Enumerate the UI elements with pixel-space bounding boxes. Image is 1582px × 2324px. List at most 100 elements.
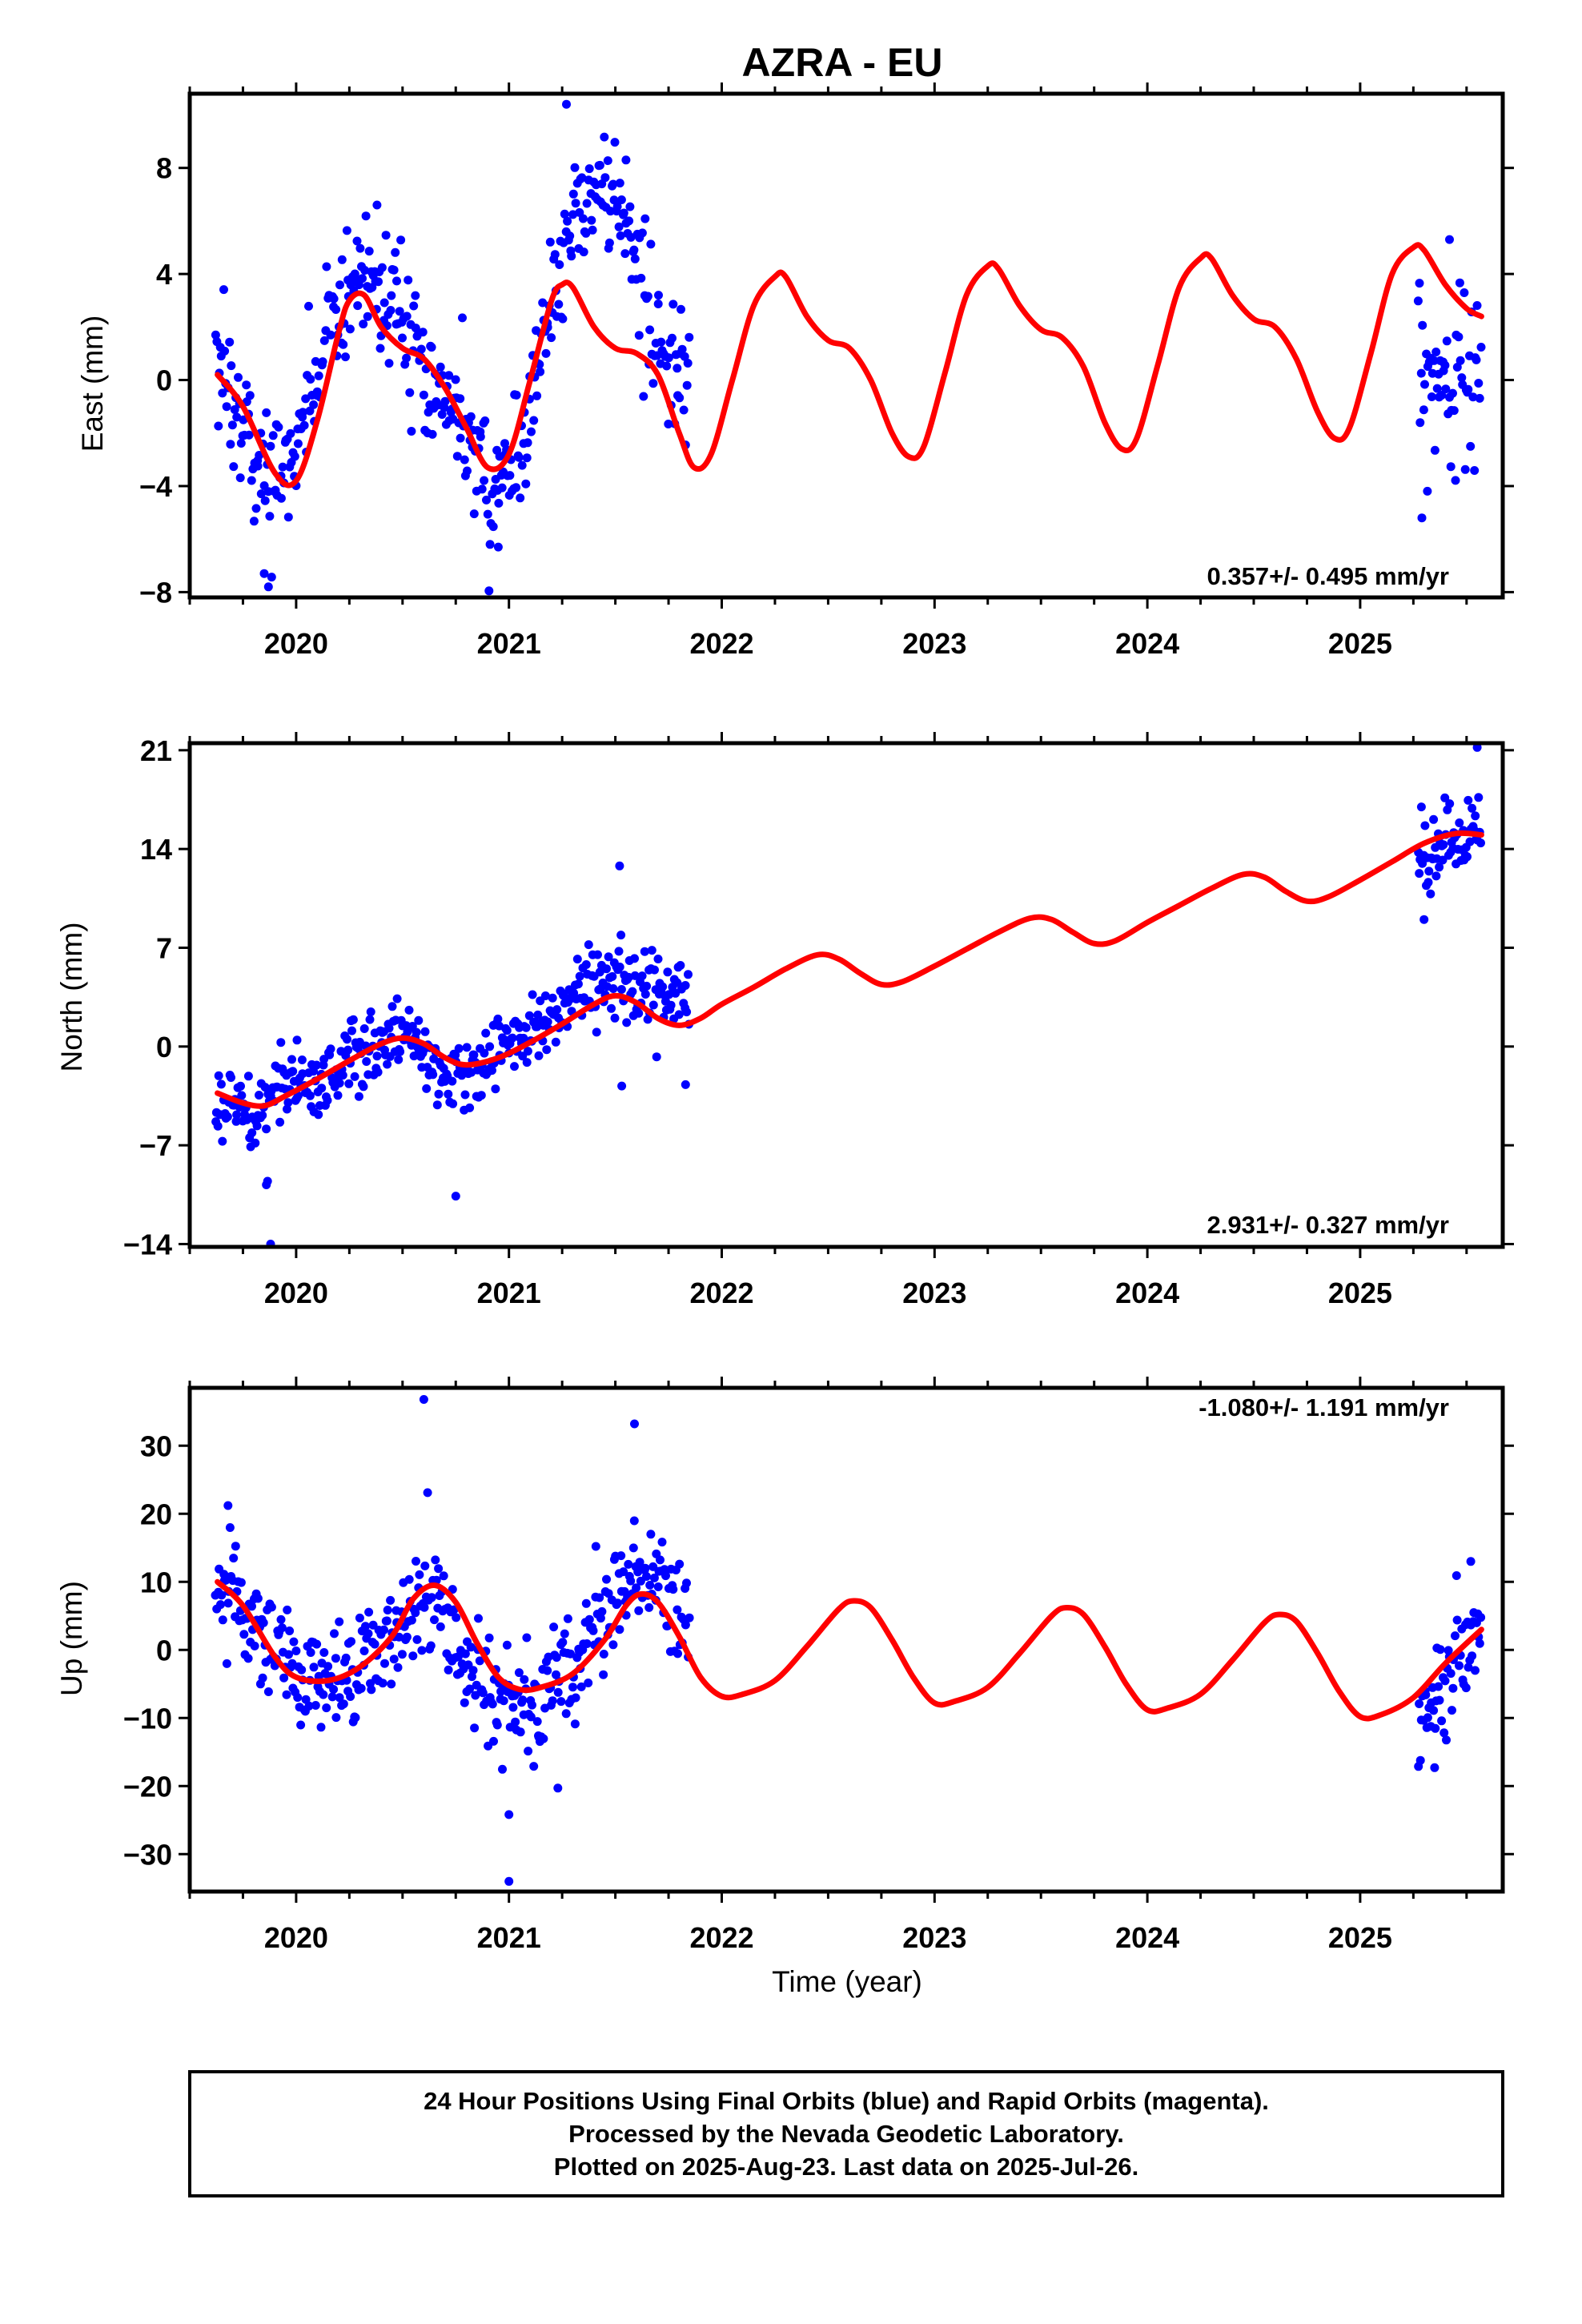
up-observation-point bbox=[312, 1639, 322, 1649]
east-observation-point bbox=[359, 320, 368, 329]
up-observation-point bbox=[426, 1641, 436, 1651]
footer-line-1: 24 Hour Positions Using Final Orbits (bl… bbox=[424, 2087, 1269, 2115]
east-observation-point bbox=[619, 208, 628, 218]
up-observation-point bbox=[619, 1567, 628, 1577]
up-observation-point bbox=[276, 1614, 286, 1624]
east-observation-point bbox=[318, 357, 327, 367]
east-xtick-label: 2020 bbox=[264, 627, 328, 660]
east-observation-point bbox=[363, 312, 372, 321]
up-observation-point bbox=[475, 1656, 484, 1666]
east-observation-point bbox=[668, 333, 677, 343]
north-observation-point bbox=[592, 1027, 601, 1037]
east-observation-point bbox=[567, 251, 576, 261]
up-observation-point bbox=[514, 1668, 524, 1678]
up-observation-point bbox=[646, 1530, 656, 1539]
up-observation-point bbox=[528, 1700, 536, 1710]
east-observation-point bbox=[262, 408, 271, 417]
east-observation-point bbox=[497, 483, 507, 493]
up-observation-point bbox=[284, 1650, 293, 1659]
east-observation-point bbox=[358, 274, 367, 283]
up-observation-point bbox=[289, 1637, 299, 1647]
east-observation-point bbox=[1427, 392, 1436, 401]
east-observation-point bbox=[1420, 380, 1429, 389]
north-observation-point bbox=[392, 994, 402, 1003]
north-observation-point bbox=[528, 990, 537, 999]
up-observation-point bbox=[460, 1698, 469, 1707]
east-observation-point bbox=[1475, 393, 1484, 403]
north-observation-point bbox=[343, 1045, 353, 1055]
north-observation-point bbox=[617, 1081, 627, 1091]
east-observation-point bbox=[245, 391, 255, 400]
north-observation-point bbox=[602, 964, 611, 974]
east-observation-point bbox=[558, 314, 568, 324]
east-observation-point bbox=[653, 300, 663, 308]
up-observation-point bbox=[524, 1747, 533, 1756]
up-observation-point bbox=[282, 1690, 291, 1699]
north-observation-point bbox=[650, 965, 659, 975]
up-observation-point bbox=[423, 1488, 432, 1498]
up-observation-point bbox=[279, 1673, 289, 1683]
east-observation-point bbox=[621, 155, 631, 165]
up-observation-point bbox=[1430, 1763, 1439, 1772]
north-observation-point bbox=[359, 1024, 369, 1033]
north-observation-point bbox=[214, 1071, 223, 1080]
north-observation-point bbox=[444, 1089, 453, 1099]
north-observation-point bbox=[666, 1000, 676, 1010]
north-observation-point bbox=[236, 1081, 245, 1091]
east-observation-point bbox=[538, 298, 548, 308]
east-observation-point bbox=[595, 160, 604, 170]
up-observation-point bbox=[356, 1683, 366, 1693]
north-observation-point bbox=[312, 1060, 321, 1070]
up-observation-point bbox=[478, 1688, 488, 1698]
east-observation-point bbox=[527, 427, 536, 436]
up-observation-point bbox=[484, 1633, 494, 1642]
north-observation-point bbox=[462, 1043, 472, 1052]
north-observation-point bbox=[676, 961, 685, 970]
east-observation-point bbox=[251, 504, 261, 513]
north-observation-point bbox=[283, 1104, 291, 1114]
up-observation-point bbox=[319, 1648, 329, 1657]
east-observation-point bbox=[603, 156, 612, 166]
north-observation-point bbox=[1463, 852, 1472, 862]
east-observation-point bbox=[612, 202, 622, 211]
up-observation-point bbox=[1446, 1669, 1456, 1679]
north-observation-point bbox=[373, 1068, 383, 1077]
east-observation-point bbox=[563, 216, 572, 226]
north-observation-point bbox=[647, 946, 656, 955]
east-observation-point bbox=[1448, 388, 1457, 398]
north-observation-point bbox=[542, 1045, 552, 1055]
north-rate-label: 2.931+/- 0.327 mm/yr bbox=[1207, 1211, 1449, 1239]
up-observation-point bbox=[335, 1617, 344, 1626]
up-plot-area bbox=[211, 1395, 1486, 1886]
up-observation-point bbox=[584, 1614, 594, 1624]
north-observation-point bbox=[508, 1033, 517, 1043]
east-observation-point bbox=[630, 254, 640, 263]
east-observation-point bbox=[568, 189, 578, 199]
up-observation-point bbox=[1423, 1713, 1432, 1723]
east-observation-point bbox=[427, 343, 436, 352]
north-observation-point bbox=[362, 1057, 371, 1066]
east-observation-point bbox=[682, 380, 692, 390]
north-observation-point bbox=[1476, 838, 1485, 848]
east-observation-point bbox=[604, 238, 614, 247]
up-observation-point bbox=[277, 1623, 287, 1633]
up-observation-point bbox=[604, 1589, 613, 1598]
up-observation-point bbox=[508, 1703, 518, 1712]
up-observation-point bbox=[436, 1622, 445, 1631]
x-axis-label: Time (year) bbox=[772, 1965, 922, 1998]
east-xtick-label: 2024 bbox=[1115, 627, 1179, 660]
north-observation-point bbox=[1429, 814, 1439, 824]
east-observation-point bbox=[1417, 513, 1427, 523]
up-observation-point bbox=[504, 1810, 514, 1819]
up-observation-point bbox=[370, 1639, 379, 1649]
east-observation-point bbox=[1445, 235, 1454, 244]
east-observation-point bbox=[523, 438, 532, 448]
north-observation-point bbox=[476, 1091, 486, 1100]
north-observation-point bbox=[575, 971, 584, 981]
up-observation-point bbox=[379, 1625, 388, 1634]
north-observation-point bbox=[524, 1011, 534, 1020]
east-observation-point bbox=[616, 231, 625, 240]
north-observation-point bbox=[607, 1003, 616, 1013]
up-observation-point bbox=[488, 1699, 497, 1709]
up-observation-point bbox=[427, 1593, 436, 1602]
